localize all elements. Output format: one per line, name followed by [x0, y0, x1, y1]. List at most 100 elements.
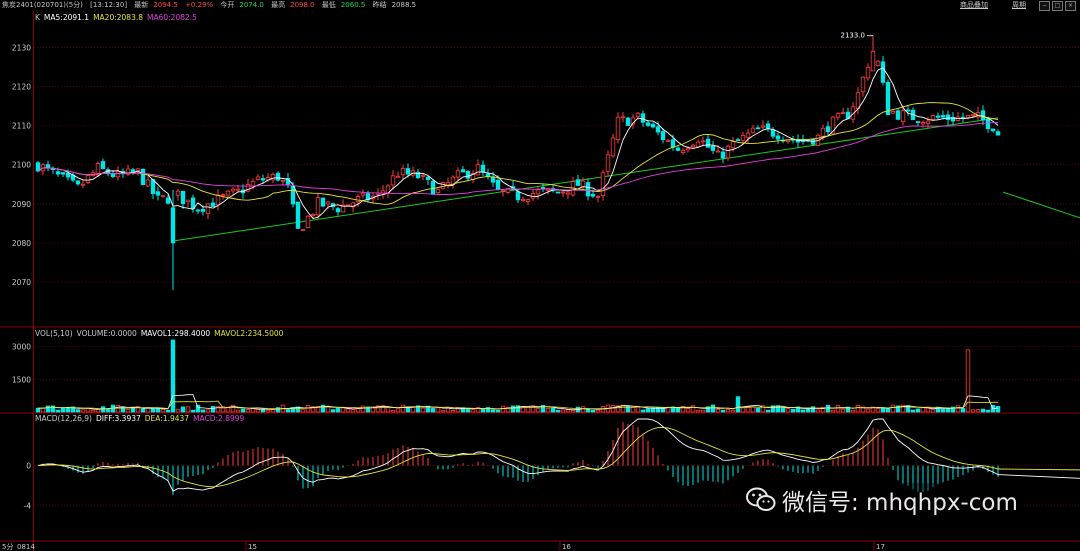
volume-bar — [530, 405, 536, 413]
candle-body — [640, 113, 646, 123]
volume-bar — [825, 404, 831, 413]
candle-body — [655, 126, 661, 133]
time-tick-label: 17 — [876, 543, 885, 551]
candle-body — [340, 204, 346, 213]
diff-line — [37, 418, 1080, 492]
candle-body — [620, 116, 626, 119]
minimize-button[interactable]: − — [1039, 1, 1050, 11]
overlay-link[interactable]: 商品叠加 — [960, 1, 988, 9]
volume-bar — [590, 409, 596, 413]
restore-button[interactable]: □ — [1052, 1, 1063, 11]
candle-body — [355, 196, 361, 203]
volume-bar — [175, 408, 181, 413]
candle-body — [920, 122, 926, 125]
candle-body — [725, 145, 731, 159]
candle-body — [525, 199, 531, 203]
candle-body — [755, 127, 761, 130]
volume-legend-item: VOLUME:0.0000 — [76, 329, 137, 338]
volume-bar — [485, 407, 491, 413]
candle-body — [295, 201, 301, 229]
volume-bar — [995, 406, 1001, 413]
candle-body — [490, 176, 496, 183]
candle-body — [290, 185, 296, 205]
price-axis: 2070 2080 2090 2100 2110 2120 2130 1500 3000 0 -4 — [12, 43, 31, 510]
trendlines — [172, 117, 1080, 242]
close-button[interactable]: × — [1065, 1, 1076, 11]
volume-bar — [335, 407, 341, 413]
volume-bar — [700, 409, 706, 413]
candle-body — [665, 139, 671, 142]
candle-body — [495, 179, 501, 190]
candle-body — [415, 171, 421, 179]
volume-legend-item: VOL(5,10) — [35, 329, 73, 338]
volume-bar — [545, 407, 551, 413]
volume-bar — [985, 409, 991, 413]
volume-bar — [680, 406, 686, 413]
volume-bar — [425, 405, 431, 413]
volume-bar — [555, 409, 561, 413]
candle-body — [395, 175, 401, 178]
candle-body — [880, 61, 886, 83]
volume-bar — [35, 407, 41, 413]
candle-body — [670, 139, 676, 148]
candle-body — [270, 173, 276, 181]
volume-bar — [150, 408, 156, 413]
candle-body — [980, 110, 986, 121]
volume-bar — [260, 408, 266, 413]
candle-body — [275, 172, 281, 181]
candle-body — [885, 82, 891, 116]
candle-body — [55, 171, 61, 175]
volume-bar — [975, 409, 981, 413]
volume-bar — [785, 408, 791, 413]
candle-body — [205, 203, 211, 214]
time-tick-label: 16 — [562, 543, 571, 551]
volume-bar — [340, 407, 346, 413]
candle-body — [715, 150, 721, 153]
candle-body — [425, 176, 431, 180]
candle-body — [200, 208, 206, 212]
candle-body — [625, 117, 631, 126]
volume-bar — [170, 339, 176, 413]
candle-body — [95, 163, 101, 176]
time-axis: 5分 0814 15 16 17 — [2, 541, 885, 551]
volume-bar — [390, 410, 396, 413]
candle-body — [180, 190, 186, 205]
volume-bar — [865, 408, 871, 413]
volume-legend-item: MAVOL2:234.5000 — [214, 329, 284, 338]
volume-bar — [690, 405, 696, 413]
candle-body — [750, 127, 756, 133]
volume-bar — [255, 408, 261, 413]
candle-body — [245, 184, 251, 192]
candle-body — [230, 188, 236, 192]
volume-bar — [285, 409, 291, 413]
period-link[interactable]: 周期 — [1012, 1, 1026, 9]
volume-bar — [860, 406, 866, 413]
volume-bar — [950, 406, 956, 413]
candle-body — [325, 201, 331, 205]
volume-bar — [420, 407, 426, 413]
candle-body — [675, 147, 681, 151]
candle-body — [555, 191, 561, 194]
candle-body — [170, 207, 176, 244]
low-value: 2060.5 — [340, 1, 366, 9]
candle-body — [855, 92, 861, 109]
candle-body — [420, 174, 426, 177]
volume-bar — [95, 408, 101, 413]
volume-bar — [830, 409, 836, 413]
price-tick-label: 2110 — [12, 122, 31, 131]
volume-bar — [125, 409, 131, 413]
volume-bar — [770, 405, 776, 413]
volume-bar — [625, 405, 631, 413]
volume-bar — [370, 406, 376, 413]
candle-body — [155, 191, 161, 196]
candle-body — [875, 60, 881, 66]
open-value: 2074.0 — [239, 1, 264, 9]
high-marker-label: 2133.0 — [841, 32, 866, 40]
volume-bar — [750, 406, 756, 413]
candle-body — [970, 114, 976, 116]
volume-bar — [805, 408, 811, 413]
macd-legend-item: MACD:2.8999 — [193, 414, 245, 423]
candle-body — [125, 168, 131, 175]
volume-bar — [70, 406, 76, 413]
